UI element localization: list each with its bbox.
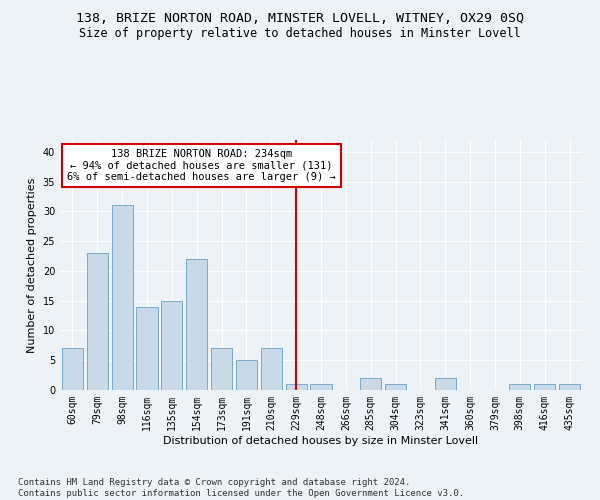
- Bar: [286, 384, 307, 390]
- Bar: [509, 384, 530, 390]
- Bar: [236, 360, 257, 390]
- Bar: [87, 253, 108, 390]
- Bar: [360, 378, 381, 390]
- Bar: [62, 348, 83, 390]
- Text: Contains HM Land Registry data © Crown copyright and database right 2024.
Contai: Contains HM Land Registry data © Crown c…: [18, 478, 464, 498]
- Bar: [161, 300, 182, 390]
- Text: Size of property relative to detached houses in Minster Lovell: Size of property relative to detached ho…: [79, 28, 521, 40]
- Y-axis label: Number of detached properties: Number of detached properties: [27, 178, 37, 352]
- Bar: [136, 306, 158, 390]
- X-axis label: Distribution of detached houses by size in Minster Lovell: Distribution of detached houses by size …: [163, 436, 479, 446]
- Bar: [211, 348, 232, 390]
- Bar: [310, 384, 332, 390]
- Bar: [112, 206, 133, 390]
- Bar: [559, 384, 580, 390]
- Bar: [385, 384, 406, 390]
- Bar: [534, 384, 555, 390]
- Bar: [435, 378, 456, 390]
- Bar: [261, 348, 282, 390]
- Text: 138 BRIZE NORTON ROAD: 234sqm
← 94% of detached houses are smaller (131)
6% of s: 138 BRIZE NORTON ROAD: 234sqm ← 94% of d…: [67, 149, 336, 182]
- Bar: [186, 259, 207, 390]
- Text: 138, BRIZE NORTON ROAD, MINSTER LOVELL, WITNEY, OX29 0SQ: 138, BRIZE NORTON ROAD, MINSTER LOVELL, …: [76, 12, 524, 26]
